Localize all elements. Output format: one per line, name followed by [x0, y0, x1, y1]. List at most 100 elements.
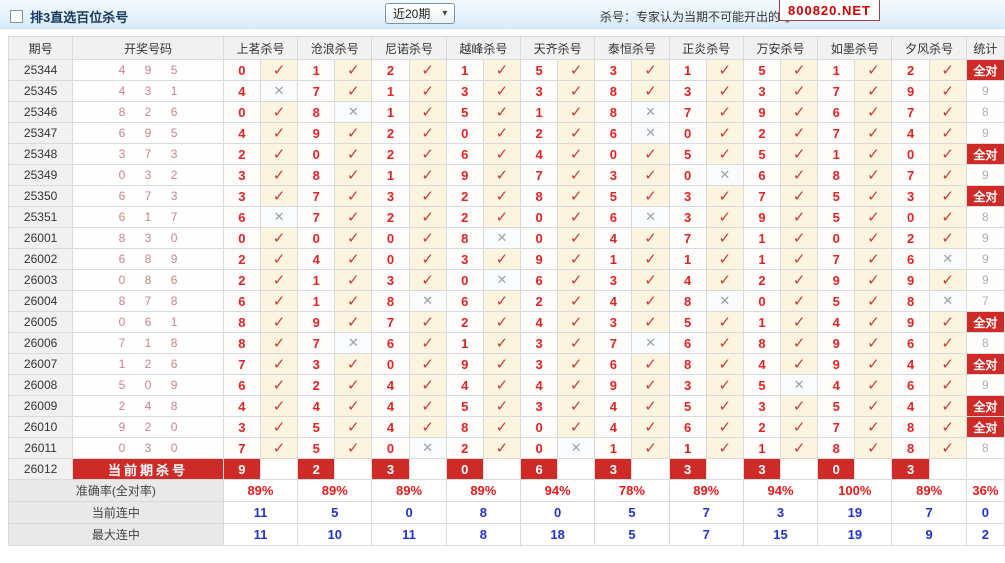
kill-number: 4 [371, 374, 410, 396]
kill-number: 1 [817, 59, 856, 81]
footer-value: 78% [594, 479, 670, 502]
check-icon: ✓ [259, 164, 299, 186]
check-icon: ✓ [705, 437, 744, 459]
kill-number: 1 [297, 269, 336, 291]
check-icon: ✓ [557, 227, 596, 249]
row-stat: 8 [965, 206, 1005, 228]
footer-value: 8 [445, 501, 522, 524]
topbar: 排3直选百位杀号 近20期 ▾ 杀号：专家认为当期不可能开出的号 800820.… [0, 0, 1005, 29]
column-header: 夕风杀号 [891, 36, 967, 60]
kill-number: 0 [519, 227, 559, 249]
kill-number: 6 [891, 248, 930, 270]
current-kill-number: 2 [297, 458, 336, 480]
check-icon: ✓ [408, 248, 447, 270]
kill-number: 7 [297, 185, 336, 207]
row-stat: 9 [965, 269, 1005, 291]
period-cell: 26004 [7, 290, 74, 312]
check-icon: ✓ [705, 311, 744, 333]
check-icon: ✓ [631, 311, 670, 333]
check-icon: ✓ [928, 269, 967, 291]
kill-number: 8 [817, 164, 856, 186]
kill-number: 8 [594, 80, 633, 102]
period-cell: 25347 [7, 122, 74, 144]
table-row: 26008 5 0 9 6 ✓ 2 ✓ 4 ✓ 4 ✓ 4 ✓ 9 ✓ 3 ✓ 5 ✕ 4 ✓ 6 ✓ 9 [7, 374, 1005, 396]
kill-number: 1 [594, 437, 633, 459]
kill-number: 3 [519, 395, 559, 417]
draw-numbers: 8 7 8 [72, 290, 224, 312]
kill-number: 3 [594, 311, 633, 333]
period-range-select[interactable]: 近20期 ▾ [385, 3, 456, 24]
draw-numbers: 2 4 8 [72, 395, 224, 417]
check-icon: ✓ [259, 101, 299, 123]
table-row: 26003 0 8 6 2 ✓ 1 ✓ 3 ✓ 0 ✕ 6 ✓ 3 ✓ 4 ✓ 2 ✓ 9 ✓ 9 ✓ 9 [7, 269, 1005, 291]
kill-number: 6 [371, 332, 410, 354]
kill-number: 6 [891, 374, 930, 396]
empty-cell [334, 458, 373, 480]
kill-number: 1 [445, 332, 484, 354]
check-icon: ✓ [334, 353, 373, 375]
footer-row: 准确率(全对率) 89% 89% 89% 89% 94% 78% 89% 94% 100% 89% 3… [8, 479, 1005, 502]
check-icon: ✓ [854, 374, 893, 396]
kill-number: 7 [742, 185, 782, 207]
check-icon: ✓ [631, 269, 670, 291]
current-kill-number: 3 [371, 458, 410, 480]
kill-number: 8 [297, 164, 336, 186]
table-row: 26004 8 7 8 6 ✓ 1 ✓ 8 ✕ 6 ✓ 2 ✓ 4 ✓ 8 ✕ 0 ✓ 5 ✓ 8 ✕ 7 [7, 290, 1005, 312]
row-stat: 全对 [965, 395, 1005, 417]
kill-number: 3 [594, 164, 633, 186]
period-cell: 25345 [7, 80, 74, 102]
column-header: 越峰杀号 [445, 36, 522, 60]
check-icon: ✓ [780, 227, 819, 249]
row-stat: 9 [965, 164, 1005, 186]
table-row: 26010 9 2 0 3 ✓ 5 ✓ 4 ✓ 8 ✓ 0 ✓ 4 ✓ 6 ✓ 2 ✓ 7 ✓ 8 ✓ 全对 [7, 416, 1005, 438]
kill-number: 3 [668, 206, 707, 228]
table-row: 25344 4 9 5 0 ✓ 1 ✓ 2 ✓ 1 ✓ 5 ✓ 3 ✓ 1 ✓ 5 ✓ 1 ✓ 2 ✓ 全对 [7, 59, 1005, 81]
check-icon: ✓ [854, 290, 893, 312]
check-icon: ✓ [259, 185, 299, 207]
check-icon: ✓ [928, 185, 967, 207]
check-icon: ✓ [482, 59, 522, 81]
table-row: 25345 4 3 1 4 ✕ 7 ✓ 1 ✓ 3 ✓ 3 ✓ 8 ✓ 3 ✓ 3 ✓ 7 ✓ 9 ✓ 9 [7, 80, 1005, 102]
check-icon: ✓ [334, 248, 373, 270]
kill-number: 0 [445, 269, 484, 291]
kill-number: 0 [371, 248, 410, 270]
kill-number: 4 [742, 353, 782, 375]
check-icon: ✓ [631, 437, 670, 459]
kill-number: 8 [371, 290, 410, 312]
check-icon: ✓ [780, 185, 819, 207]
check-icon: ✓ [854, 395, 893, 417]
check-icon: ✓ [408, 311, 447, 333]
kill-number: 5 [817, 185, 856, 207]
cross-icon: ✕ [259, 80, 299, 102]
column-header: 统计 [965, 36, 1005, 60]
check-icon: ✓ [482, 290, 522, 312]
period-cell: 26007 [7, 353, 74, 375]
row-stat: 9 [965, 80, 1005, 102]
check-icon: ✓ [780, 206, 819, 228]
kill-number: 0 [594, 143, 633, 165]
check-icon: ✓ [408, 80, 447, 102]
check-icon: ✓ [928, 395, 967, 417]
check-icon: ✓ [854, 437, 893, 459]
kill-number: 6 [594, 206, 633, 228]
empty-cell [780, 458, 819, 480]
kill-number: 5 [817, 206, 856, 228]
check-icon: ✓ [334, 185, 373, 207]
cross-icon: ✕ [705, 290, 744, 312]
row-stat: 全对 [965, 59, 1005, 81]
draw-numbers: 6 7 3 [72, 185, 224, 207]
check-icon: ✓ [408, 101, 447, 123]
kill-number: 1 [371, 164, 410, 186]
check-icon: ✓ [780, 353, 819, 375]
kill-number: 5 [742, 143, 782, 165]
row-stat: 9 [965, 374, 1005, 396]
kill-number: 9 [891, 269, 930, 291]
row-stat: 全对 [965, 185, 1005, 207]
cross-icon: ✕ [557, 437, 596, 459]
draw-numbers: 3 7 3 [72, 143, 224, 165]
table-row: 25346 8 2 6 0 ✓ 8 ✕ 1 ✓ 5 ✓ 1 ✓ 8 ✕ 7 ✓ 9 ✓ 6 ✓ 7 ✓ 8 [7, 101, 1005, 123]
title-checkbox[interactable] [10, 10, 23, 23]
kill-number: 4 [594, 395, 633, 417]
kill-number: 9 [297, 311, 336, 333]
footer-stat: 0 [965, 501, 1005, 524]
